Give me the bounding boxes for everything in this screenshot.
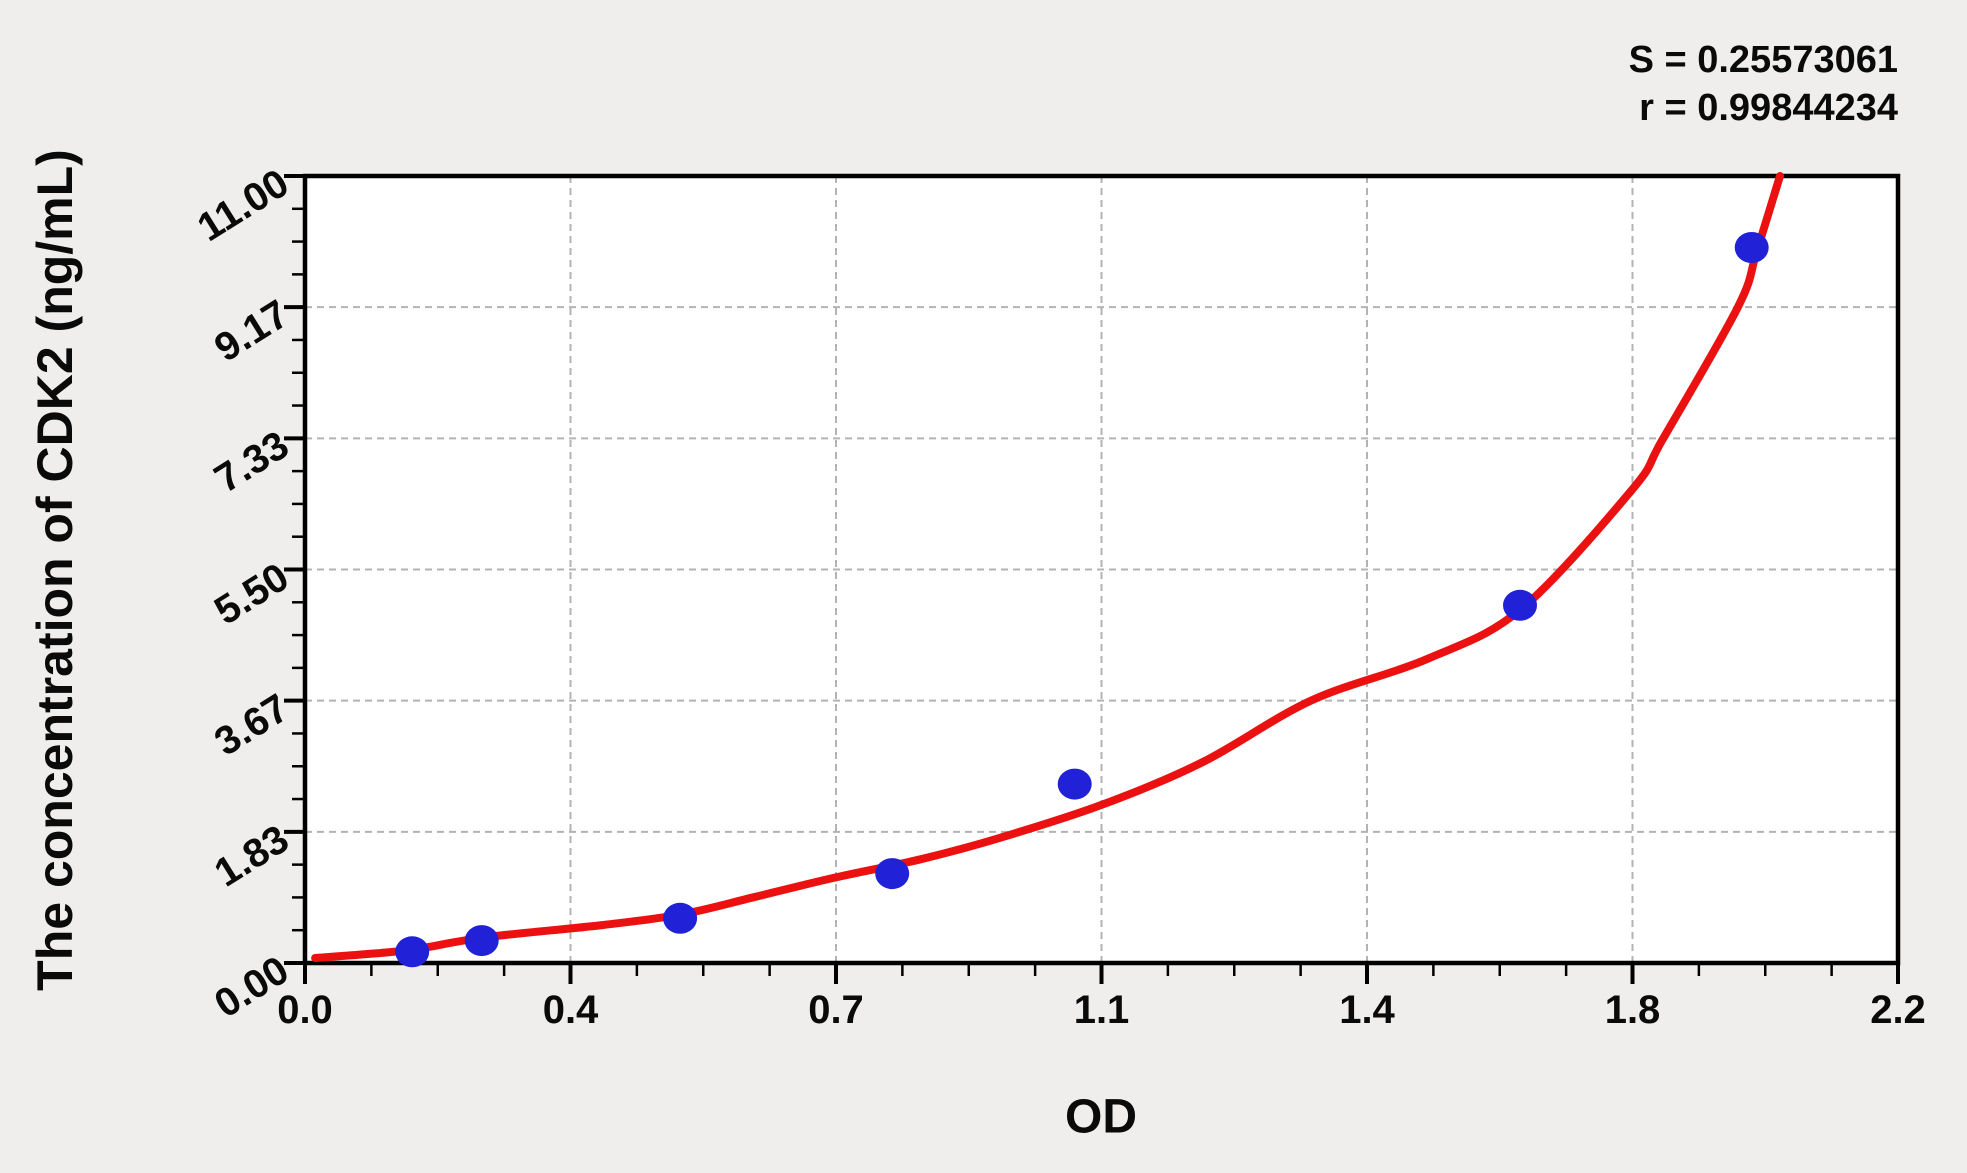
x-tick-label: 1.1 [1073,988,1130,1032]
y-axis-title: The concentration of CDK2 (ng/mL) [27,149,83,991]
x-tick-label: 1.8 [1604,988,1661,1032]
plot-area [305,176,1898,963]
fit-r-value: r = 0.99844234 [1639,87,1898,129]
fit-s-value: S = 0.25573061 [1628,39,1898,81]
y-tick-label: 1.83 [207,816,297,896]
x-axis-title: OD [1065,1090,1137,1144]
y-tick-label: 3.67 [207,685,297,765]
x-tick-label: 1.4 [1339,988,1395,1032]
y-tick-label: 9.17 [207,292,297,371]
fit-statistics: S = 0.25573061 r = 0.99844234 [1629,36,1898,132]
y-tick-label: 11.00 [190,160,297,251]
x-tick-label: 0.4 [542,988,599,1032]
y-tick-label: 7.33 [207,423,297,502]
x-tick-label: 0.7 [808,988,864,1032]
x-tick-label: 0.0 [277,988,333,1032]
x-tick-label: 2.2 [1870,988,1926,1032]
y-tick-label: 5.50 [207,554,297,633]
